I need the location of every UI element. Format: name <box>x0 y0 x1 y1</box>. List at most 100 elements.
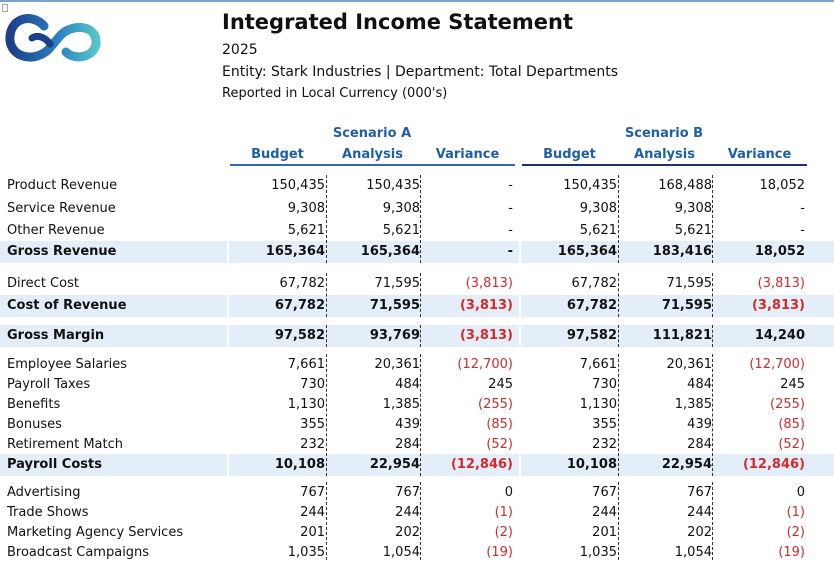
cell-a-variance: (19) <box>486 545 513 560</box>
cell-b-variance: - <box>800 223 805 238</box>
cell-b-variance: - <box>800 201 805 216</box>
cell-b-budget: 67,782 <box>566 298 617 313</box>
cell-b-analysis: 71,595 <box>661 298 712 313</box>
column-separator <box>712 354 713 476</box>
total-row-band <box>0 295 834 317</box>
cell-a-budget: 1,130 <box>287 397 325 412</box>
cell-b-budget: 730 <box>592 377 617 392</box>
row-label: Service Revenue <box>7 201 116 216</box>
column-separator <box>618 325 619 347</box>
group-gap <box>227 325 229 347</box>
cell-b-analysis: 22,954 <box>661 457 712 472</box>
scenario-a-header: Scenario A <box>332 126 412 141</box>
cell-b-variance: (12,700) <box>749 357 805 372</box>
column-separator <box>420 273 421 317</box>
row-label: Trade Shows <box>7 505 89 520</box>
group-gap <box>519 175 521 263</box>
cell-b-budget: 232 <box>592 437 617 452</box>
cell-a-budget: 7,661 <box>287 357 325 372</box>
cell-a-analysis: 284 <box>395 437 420 452</box>
row-label: Gross Margin <box>7 328 105 343</box>
cell-b-variance: (3,813) <box>751 298 805 313</box>
column-separator <box>420 325 421 347</box>
cell-a-budget: 767 <box>300 485 325 500</box>
cell-b-analysis: 244 <box>687 505 712 520</box>
table-row: Advertising 767 767 0 767 767 0 <box>0 482 834 504</box>
cell-a-analysis: 1,385 <box>382 397 420 412</box>
col-a-variance: Variance <box>435 147 500 162</box>
cell-a-variance: (2) <box>494 525 513 540</box>
row-label: Product Revenue <box>7 178 118 193</box>
row-label: Gross Revenue <box>7 244 117 259</box>
column-separator <box>712 325 713 347</box>
cell-b-analysis: 484 <box>687 377 712 392</box>
cell-b-analysis: 1,385 <box>674 397 712 412</box>
cell-a-analysis: 22,954 <box>369 457 420 472</box>
row-label: Benefits <box>7 397 61 412</box>
cell-b-budget: 9,308 <box>579 201 617 216</box>
row-label: Bonuses <box>7 417 62 432</box>
table-row: Other Revenue 5,621 5,621 - 5,621 5,621 - <box>0 220 834 242</box>
row-label: Broadcast Campaigns <box>7 545 150 560</box>
cell-b-analysis: 71,595 <box>666 276 713 291</box>
table-row: Benefits 1,130 1,385 (255) 1,130 1,385 (255) <box>0 394 834 416</box>
scenario-b-header: Scenario B <box>624 126 704 141</box>
cell-a-budget: 10,108 <box>274 457 325 472</box>
col-b-analysis: Analysis <box>634 147 695 162</box>
column-separator <box>712 482 713 560</box>
cell-a-budget: 730 <box>300 377 325 392</box>
cell-b-variance: (1) <box>786 505 805 520</box>
cell-b-variance: (255) <box>770 397 805 412</box>
cell-a-analysis: 439 <box>395 417 420 432</box>
total-row: Gross Revenue 165,364 165,364 - 165,364 183,4… <box>0 241 834 263</box>
row-label: Employee Salaries <box>7 357 128 372</box>
cell-a-variance: (3,813) <box>465 276 513 291</box>
cell-b-budget: 244 <box>592 505 617 520</box>
sheet-corner-icon <box>2 4 8 12</box>
cell-a-variance: (255) <box>478 397 513 412</box>
cell-a-budget: 165,364 <box>265 244 325 259</box>
row-label: Retirement Match <box>7 437 124 452</box>
column-separator <box>712 273 713 317</box>
cell-b-analysis: 284 <box>687 437 712 452</box>
group-gap <box>519 273 521 317</box>
cell-b-analysis: 168,488 <box>658 178 712 193</box>
column-separator <box>618 354 619 476</box>
cell-a-analysis: 1,054 <box>382 545 420 560</box>
table-row: Direct Cost 67,782 71,595 (3,813) 67,782 71,5… <box>0 273 834 295</box>
cell-a-variance: - <box>508 178 513 193</box>
column-separator <box>712 175 713 263</box>
cell-a-analysis: 244 <box>395 505 420 520</box>
group-gap <box>227 273 229 317</box>
cell-a-budget: 97,582 <box>274 328 325 343</box>
cell-b-analysis: 5,621 <box>674 223 712 238</box>
report-entity-line: Entity: Stark Industries | Department: T… <box>222 64 619 80</box>
row-label: Marketing Agency Services <box>7 525 184 540</box>
column-separator <box>326 175 327 263</box>
row-label: Direct Cost <box>7 276 79 291</box>
cell-a-budget: 67,782 <box>274 298 325 313</box>
cell-a-variance: (85) <box>486 417 513 432</box>
cell-a-analysis: 150,435 <box>366 178 420 193</box>
cell-b-variance: 18,052 <box>759 178 806 193</box>
cell-a-variance: - <box>507 244 513 259</box>
cell-a-analysis: 767 <box>395 485 420 500</box>
table-row: Trade Shows 244 244 (1) 244 244 (1) <box>0 502 834 524</box>
cell-b-variance: (12,846) <box>742 457 805 472</box>
row-label: Payroll Taxes <box>7 377 91 392</box>
cell-a-budget: 150,435 <box>271 178 325 193</box>
cell-b-variance: (85) <box>778 417 805 432</box>
report-year: 2025 <box>222 42 258 58</box>
total-row: Cost of Revenue 67,782 71,595 (3,813) 67,782… <box>0 295 834 317</box>
cell-a-analysis: 20,361 <box>374 357 421 372</box>
cell-a-variance: (52) <box>486 437 513 452</box>
cell-a-analysis: 484 <box>395 377 420 392</box>
cell-b-analysis: 111,821 <box>652 328 712 343</box>
col-a-analysis: Analysis <box>342 147 403 162</box>
cell-b-variance: 0 <box>796 485 805 500</box>
cell-a-analysis: 9,308 <box>382 201 420 216</box>
total-row-band <box>0 454 834 476</box>
total-row: Payroll Costs 10,108 22,954 (12,846) 10,108 2… <box>0 454 834 476</box>
cell-a-variance: (1) <box>494 505 513 520</box>
row-label: Other Revenue <box>7 223 105 238</box>
